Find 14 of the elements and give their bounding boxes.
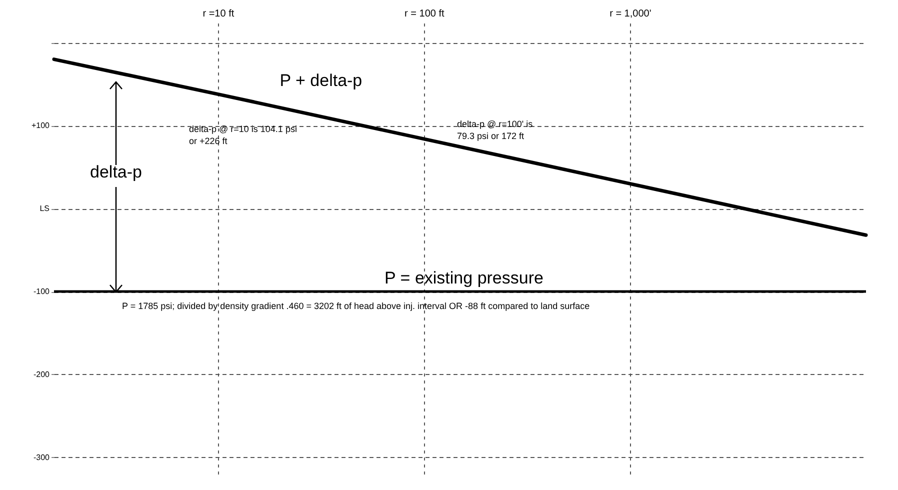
x-tick-label: r = 1,000' xyxy=(610,8,652,20)
x-tick-label: r =10 ft xyxy=(202,8,234,20)
annotation: delta-p @ r=10 is 104.1 psi or +226 ft xyxy=(189,124,297,146)
y-tick-label: -100 xyxy=(33,287,50,296)
series-label: P + delta-p xyxy=(280,71,362,90)
annotation: delta-p @ r=100' is 79.3 psi or 172 ft xyxy=(457,119,534,141)
ref-line-label: P = existing pressure xyxy=(384,268,544,288)
y-tick-label: LS xyxy=(40,204,50,214)
x-tick-label: r = 100 ft xyxy=(404,8,445,20)
y-tick-label: -200 xyxy=(33,370,50,379)
annotation: P = 1785 psi; divided by density gradient .460 = 3202 ft of head above inj. interval OR -88 ft compared to land surface xyxy=(122,301,590,311)
y-tick-label: -300 xyxy=(33,452,50,462)
annotation: delta-p xyxy=(90,162,142,182)
y-tick-label: +100 xyxy=(31,121,50,130)
